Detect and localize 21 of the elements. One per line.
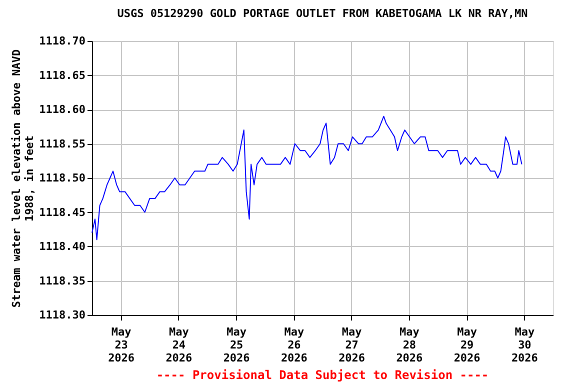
chart-title: USGS 05129290 GOLD PORTAGE OUTLET FROM KABETOGAMA LK NR RAY,MN xyxy=(117,7,528,20)
y-tick-label: 1118.60 xyxy=(39,103,86,116)
x-tick-label: May 23 2026 xyxy=(108,326,135,364)
y-axis-title: Stream water level elevation above NAVD 1988, in feet xyxy=(10,48,36,308)
line-series xyxy=(92,116,522,240)
x-tick-label: May 27 2026 xyxy=(338,326,366,364)
y-tick-label: 1118.65 xyxy=(39,68,86,82)
x-tick-label: May 30 2026 xyxy=(511,326,538,364)
y-tick-label: 1118.70 xyxy=(39,34,86,48)
x-tick-label: May 29 2026 xyxy=(454,326,481,364)
y-tick-label: 1118.40 xyxy=(39,240,86,253)
x-tick-label: May 26 2026 xyxy=(280,326,308,364)
y-tick-label: 1118.45 xyxy=(39,206,86,219)
y-tick-label: 1118.35 xyxy=(39,274,86,288)
y-tick-label: 1118.50 xyxy=(39,172,86,184)
x-tick-label: May 28 2026 xyxy=(396,326,424,364)
x-tick-label: May 24 2026 xyxy=(166,326,193,364)
y-tick-label: 1118.30 xyxy=(39,308,86,322)
text: ---- Provisional Data Subject to Revision ---- xyxy=(156,368,489,382)
x-tick-label: May 25 2026 xyxy=(223,326,250,364)
y-tick-label: 1118.55 xyxy=(39,137,86,150)
